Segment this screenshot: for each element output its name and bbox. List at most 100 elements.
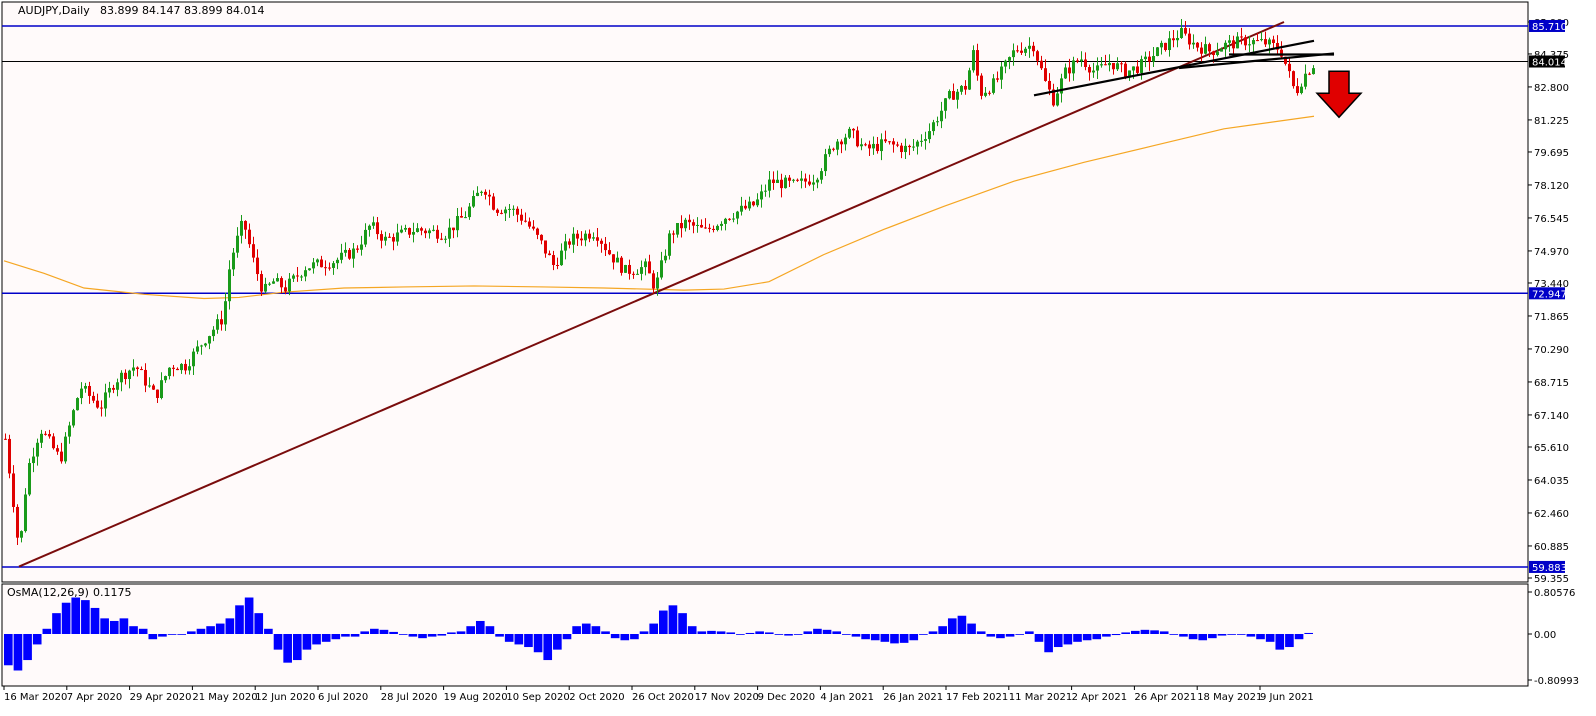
- candle-body: [24, 494, 27, 532]
- osma-bar: [581, 623, 591, 634]
- candle-body: [888, 141, 891, 143]
- candle-body: [536, 228, 539, 235]
- osma-bar: [312, 634, 321, 645]
- candle-body: [368, 225, 371, 230]
- price-tick-label: 78.120: [1534, 181, 1569, 192]
- osma-bar: [553, 634, 562, 650]
- osma-bar: [350, 634, 360, 637]
- osma-bar: [1044, 634, 1053, 653]
- time-tick-label: 26 Apr 2021: [1134, 692, 1196, 703]
- candle-body: [588, 233, 591, 239]
- candle-body: [1180, 28, 1183, 38]
- candle-body: [384, 236, 387, 241]
- osma-bar: [254, 613, 264, 634]
- candle-body: [696, 224, 699, 226]
- osma-bar: [495, 634, 504, 637]
- candle-body: [1244, 37, 1247, 46]
- candle-body: [616, 257, 619, 263]
- time-tick-label: 19 Aug 2020: [444, 692, 508, 703]
- candle-body: [1044, 68, 1047, 81]
- candle-body: [276, 278, 279, 282]
- candle-body: [1164, 42, 1167, 51]
- candle-body: [332, 263, 335, 268]
- candle-body: [1160, 42, 1163, 48]
- candle-body: [228, 269, 231, 302]
- candle-body: [944, 98, 947, 111]
- candle-body: [884, 139, 887, 142]
- candle-body: [108, 387, 111, 393]
- candle-body: [1216, 51, 1219, 56]
- osma-bar: [899, 634, 909, 643]
- osma-bar: [1102, 634, 1111, 637]
- candle-body: [1208, 44, 1211, 52]
- osma-bar: [716, 631, 726, 634]
- osma-bar: [206, 626, 215, 634]
- osma-bar: [1217, 634, 1227, 636]
- osma-bar: [755, 631, 764, 634]
- time-tick-label: 18 May 2021: [1197, 692, 1262, 703]
- candle-body: [52, 436, 55, 449]
- candle-body: [256, 257, 259, 275]
- candle-body: [760, 191, 763, 200]
- candle-body: [1176, 37, 1179, 41]
- price-tick-label: 79.695: [1534, 148, 1569, 159]
- candle-body: [688, 219, 691, 223]
- candle-body: [508, 208, 511, 210]
- candle-body: [700, 224, 703, 228]
- price-tick-label: 59.355: [1534, 574, 1569, 585]
- candle-body: [244, 220, 247, 230]
- osma-bar: [42, 628, 52, 634]
- osma-bar: [119, 618, 129, 634]
- candle-body: [1048, 80, 1051, 90]
- osma-bar: [292, 634, 302, 661]
- candle-body: [912, 146, 915, 148]
- candle-body: [1296, 86, 1299, 94]
- candle-body: [188, 366, 191, 371]
- osma-bar: [4, 634, 13, 666]
- candle-body: [900, 145, 903, 153]
- candle-body: [916, 141, 919, 147]
- osma-bar: [264, 628, 273, 634]
- candle-body: [824, 154, 827, 172]
- candle-body: [548, 253, 551, 256]
- osma-bar: [938, 626, 947, 634]
- price-tick-label: 71.865: [1534, 312, 1569, 323]
- candle-body: [1072, 60, 1075, 74]
- candle-body: [1136, 66, 1139, 73]
- candle-body: [64, 436, 67, 462]
- osma-bar: [244, 597, 254, 634]
- osma-tick-label: -0.80993: [1534, 676, 1579, 687]
- candle-body: [456, 216, 459, 231]
- candle-body: [400, 229, 403, 233]
- osma-bar: [1294, 634, 1304, 640]
- osma-bar: [196, 628, 206, 634]
- candle-body: [1184, 28, 1187, 34]
- candle-body: [32, 456, 35, 464]
- candle-body: [964, 85, 967, 90]
- time-tick-label: 9 Jun 2021: [1260, 692, 1314, 703]
- candle-body: [996, 78, 999, 80]
- candle-body: [504, 209, 507, 214]
- osma-bar: [1111, 634, 1121, 636]
- candle-body: [1264, 39, 1267, 45]
- candle-body: [124, 372, 127, 380]
- osma-bar: [842, 634, 851, 635]
- price-tick-label: 67.140: [1534, 411, 1569, 422]
- candle-body: [664, 255, 667, 261]
- time-tick-label: 17 Nov 2020: [695, 692, 759, 703]
- osma-bar: [851, 634, 861, 637]
- candle-body: [20, 531, 23, 538]
- candle-body: [860, 144, 863, 147]
- candle-body: [140, 369, 143, 371]
- osma-bar: [764, 632, 774, 634]
- time-tick-label: 9 Dec 2020: [758, 692, 816, 703]
- time-tick-label: 6 Jul 2020: [318, 692, 368, 703]
- osma-bar: [745, 632, 755, 634]
- candle-body: [1076, 60, 1079, 62]
- candle-body: [908, 145, 911, 148]
- candle-body: [236, 235, 239, 253]
- candle-body: [704, 227, 707, 229]
- osma-bar: [100, 618, 109, 634]
- pattern-line: [1178, 52, 1335, 70]
- candle-body: [388, 236, 391, 238]
